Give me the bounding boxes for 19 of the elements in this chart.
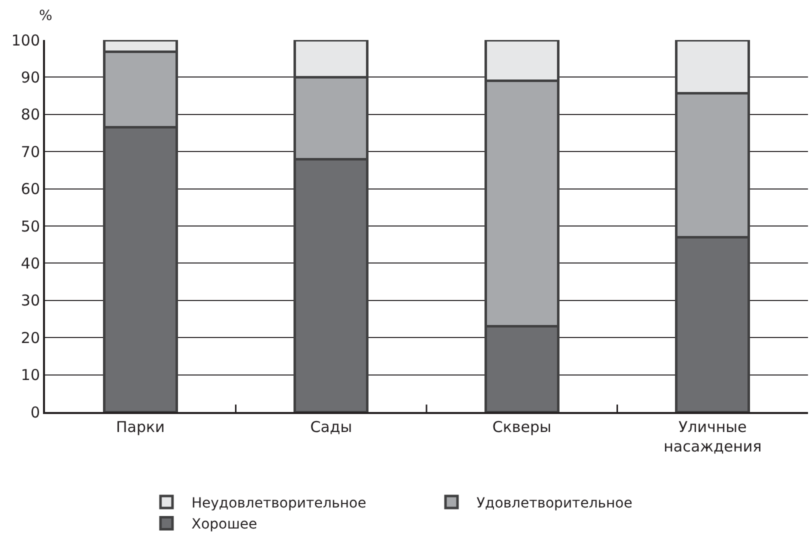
- x-tick-label: Уличные насаждения: [664, 418, 762, 456]
- y-tick-label: 50: [20, 217, 40, 236]
- y-tick-label: 40: [20, 254, 40, 272]
- y-tick-label: 30: [20, 292, 40, 310]
- legend-label: Хорошее: [192, 516, 258, 533]
- y-tick-label: 70: [20, 142, 40, 161]
- y-tick-label: 80: [20, 106, 40, 124]
- y-tick-label: 60: [20, 180, 40, 198]
- legend-label: Удовлетворительное: [476, 495, 632, 512]
- legend-label: Неудовлетворительное: [192, 495, 366, 512]
- y-axis-title: %: [39, 8, 52, 24]
- x-tick-label: Парки: [116, 418, 165, 436]
- y-tick-label: 0: [30, 403, 40, 422]
- x-tick-label: Скверы: [492, 418, 552, 436]
- y-tick-label: 90: [20, 68, 40, 86]
- y-tick-label: 20: [20, 328, 40, 347]
- y-tick-label: 10: [20, 366, 40, 384]
- x-tick-label: Сады: [310, 418, 352, 436]
- y-tick-label: 100: [11, 31, 40, 50]
